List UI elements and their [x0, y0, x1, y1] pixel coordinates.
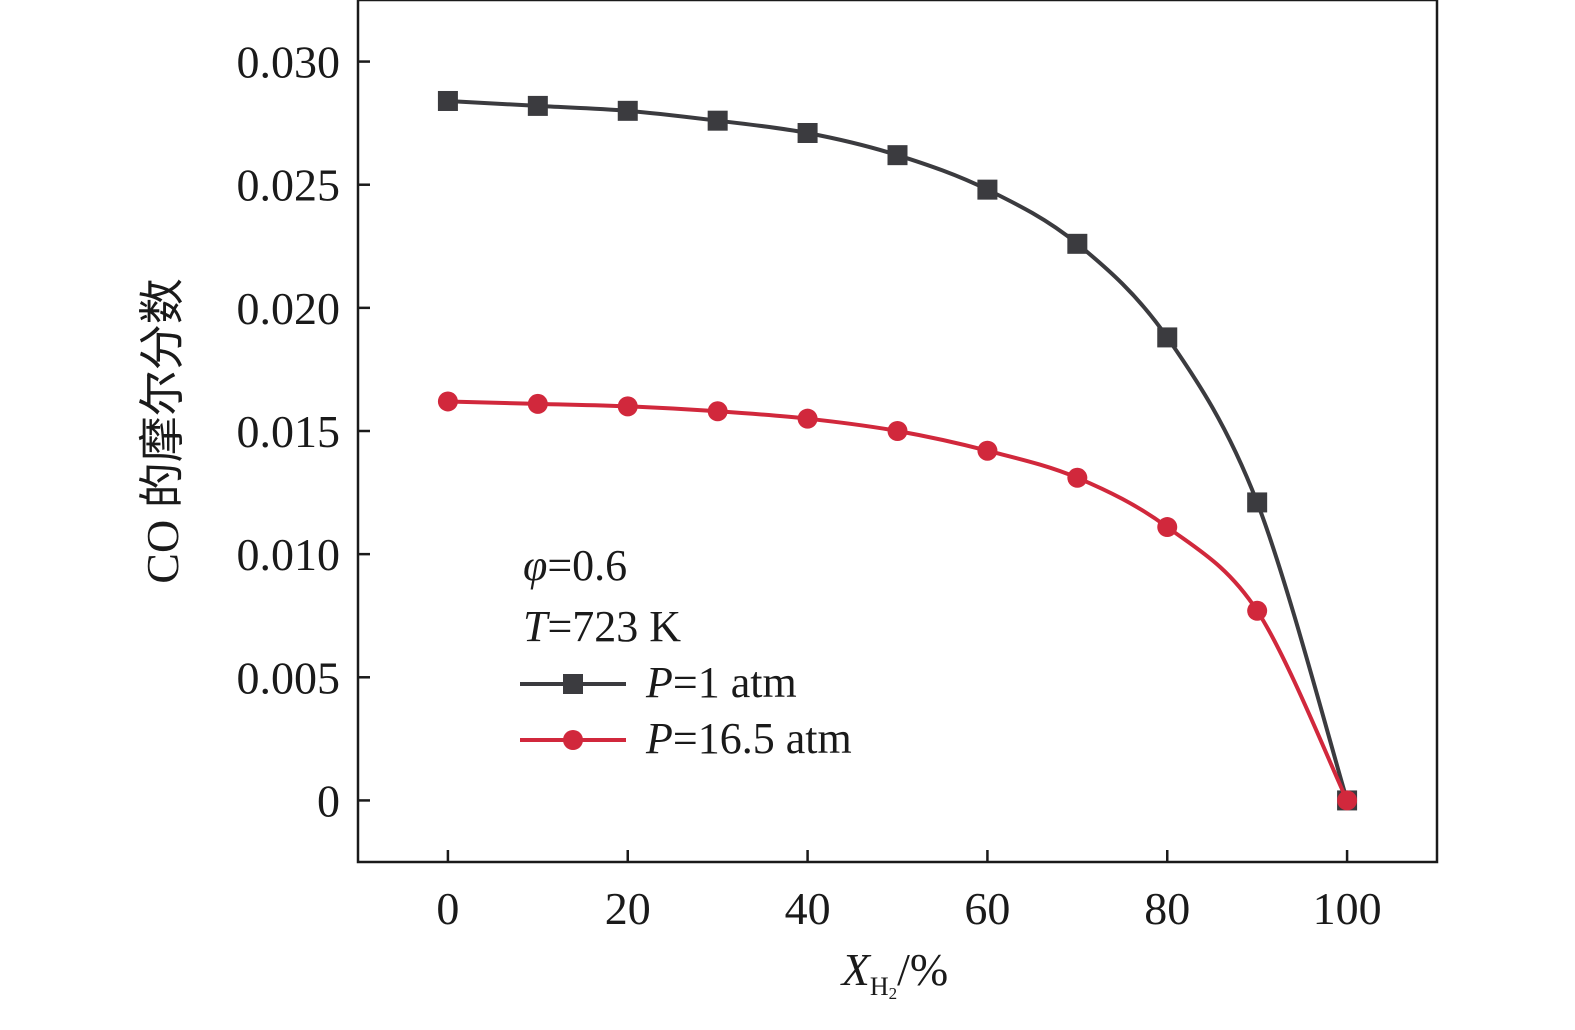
data-point-circle	[707, 401, 728, 422]
data-point-square	[707, 110, 728, 131]
annotation-group: φ=0.6 T=723 K	[523, 541, 681, 651]
y-tick-label: 0.015	[237, 406, 341, 457]
data-point-square	[527, 95, 548, 116]
plot-frame	[356, 0, 1439, 864]
data-point-circle	[977, 440, 998, 461]
legend-label-p-16-5-atm-rest: =16.5 atm	[673, 714, 852, 763]
x-axis-title-var: X	[840, 944, 872, 995]
x-axis-title: XH2/%	[840, 944, 949, 1003]
legend-item-p-1-atm: P=1 atm	[520, 658, 797, 707]
series-layer	[437, 90, 1358, 811]
legend-marker-circle	[563, 730, 583, 750]
x-axis-title-sub: H	[870, 972, 889, 1001]
data-point-square	[977, 179, 998, 200]
series-p-16-5-atm	[437, 391, 1358, 811]
series-line	[447, 98, 1349, 802]
data-point-square	[1157, 327, 1178, 348]
data-point-circle	[437, 391, 458, 412]
x-tick-label: 60	[964, 883, 1010, 934]
y-tick-label: 0	[317, 775, 340, 826]
x-tick-label: 100	[1313, 883, 1382, 934]
legend-item-p-16-5-atm: P=16.5 atm	[520, 714, 852, 763]
x-axis-title-unit: /%	[897, 944, 948, 995]
data-point-circle	[887, 421, 908, 441]
data-point-square	[617, 100, 638, 121]
tick-layer: 0 20 40 60 80 100 0 0.005 0.010 0.015 0.020 0.025 0.…	[237, 37, 1382, 934]
data-point-square	[437, 90, 458, 111]
data-point-circle	[1157, 517, 1178, 538]
annotation-temperature: T=723 K	[523, 602, 681, 651]
data-point-square	[1067, 233, 1088, 254]
data-point-square	[797, 122, 818, 143]
series-line	[447, 399, 1349, 802]
data-point-square	[887, 145, 908, 166]
annotation-phi: φ=0.6	[523, 541, 627, 590]
series-p-1-atm	[437, 90, 1358, 811]
data-point-circle	[1067, 467, 1088, 488]
data-point-circle	[617, 396, 638, 417]
data-point-circle	[797, 408, 818, 429]
legend-label-p-1-atm-var: P	[645, 658, 673, 707]
y-axis-title: CO 的摩尔分数	[137, 278, 188, 583]
annotation-phi-symbol: φ	[523, 541, 547, 590]
x-tick-label: 40	[785, 883, 831, 934]
annotation-phi-value: =0.6	[547, 541, 627, 590]
y-tick-label: 0.010	[237, 529, 341, 580]
legend-label-p-16-5-atm-var: P	[645, 714, 673, 763]
data-point-circle	[1247, 600, 1268, 621]
legend-label-p-1-atm: P=1 atm	[645, 658, 797, 707]
data-point-circle	[1337, 790, 1358, 811]
legend-label-p-1-atm-rest: =1 atm	[673, 658, 797, 707]
legend-marker-square	[563, 674, 583, 694]
data-point-circle	[527, 393, 548, 414]
annotation-temperature-symbol: T	[523, 602, 551, 651]
x-tick-label: 0	[436, 883, 459, 934]
legend-label-p-16-5-atm: P=16.5 atm	[645, 714, 852, 763]
legend: P=1 atm P=16.5 atm	[520, 658, 852, 763]
data-point-square	[1247, 492, 1268, 513]
y-tick-label: 0.030	[237, 37, 341, 88]
y-tick-label: 0.025	[237, 160, 341, 211]
x-tick-label: 20	[605, 883, 651, 934]
annotation-temperature-value: =723 K	[547, 602, 681, 651]
y-tick-label: 0.020	[237, 283, 341, 334]
y-tick-label: 0.005	[237, 652, 341, 703]
x-axis-title-subsub: 2	[889, 984, 898, 1003]
x-tick-label: 80	[1144, 883, 1190, 934]
